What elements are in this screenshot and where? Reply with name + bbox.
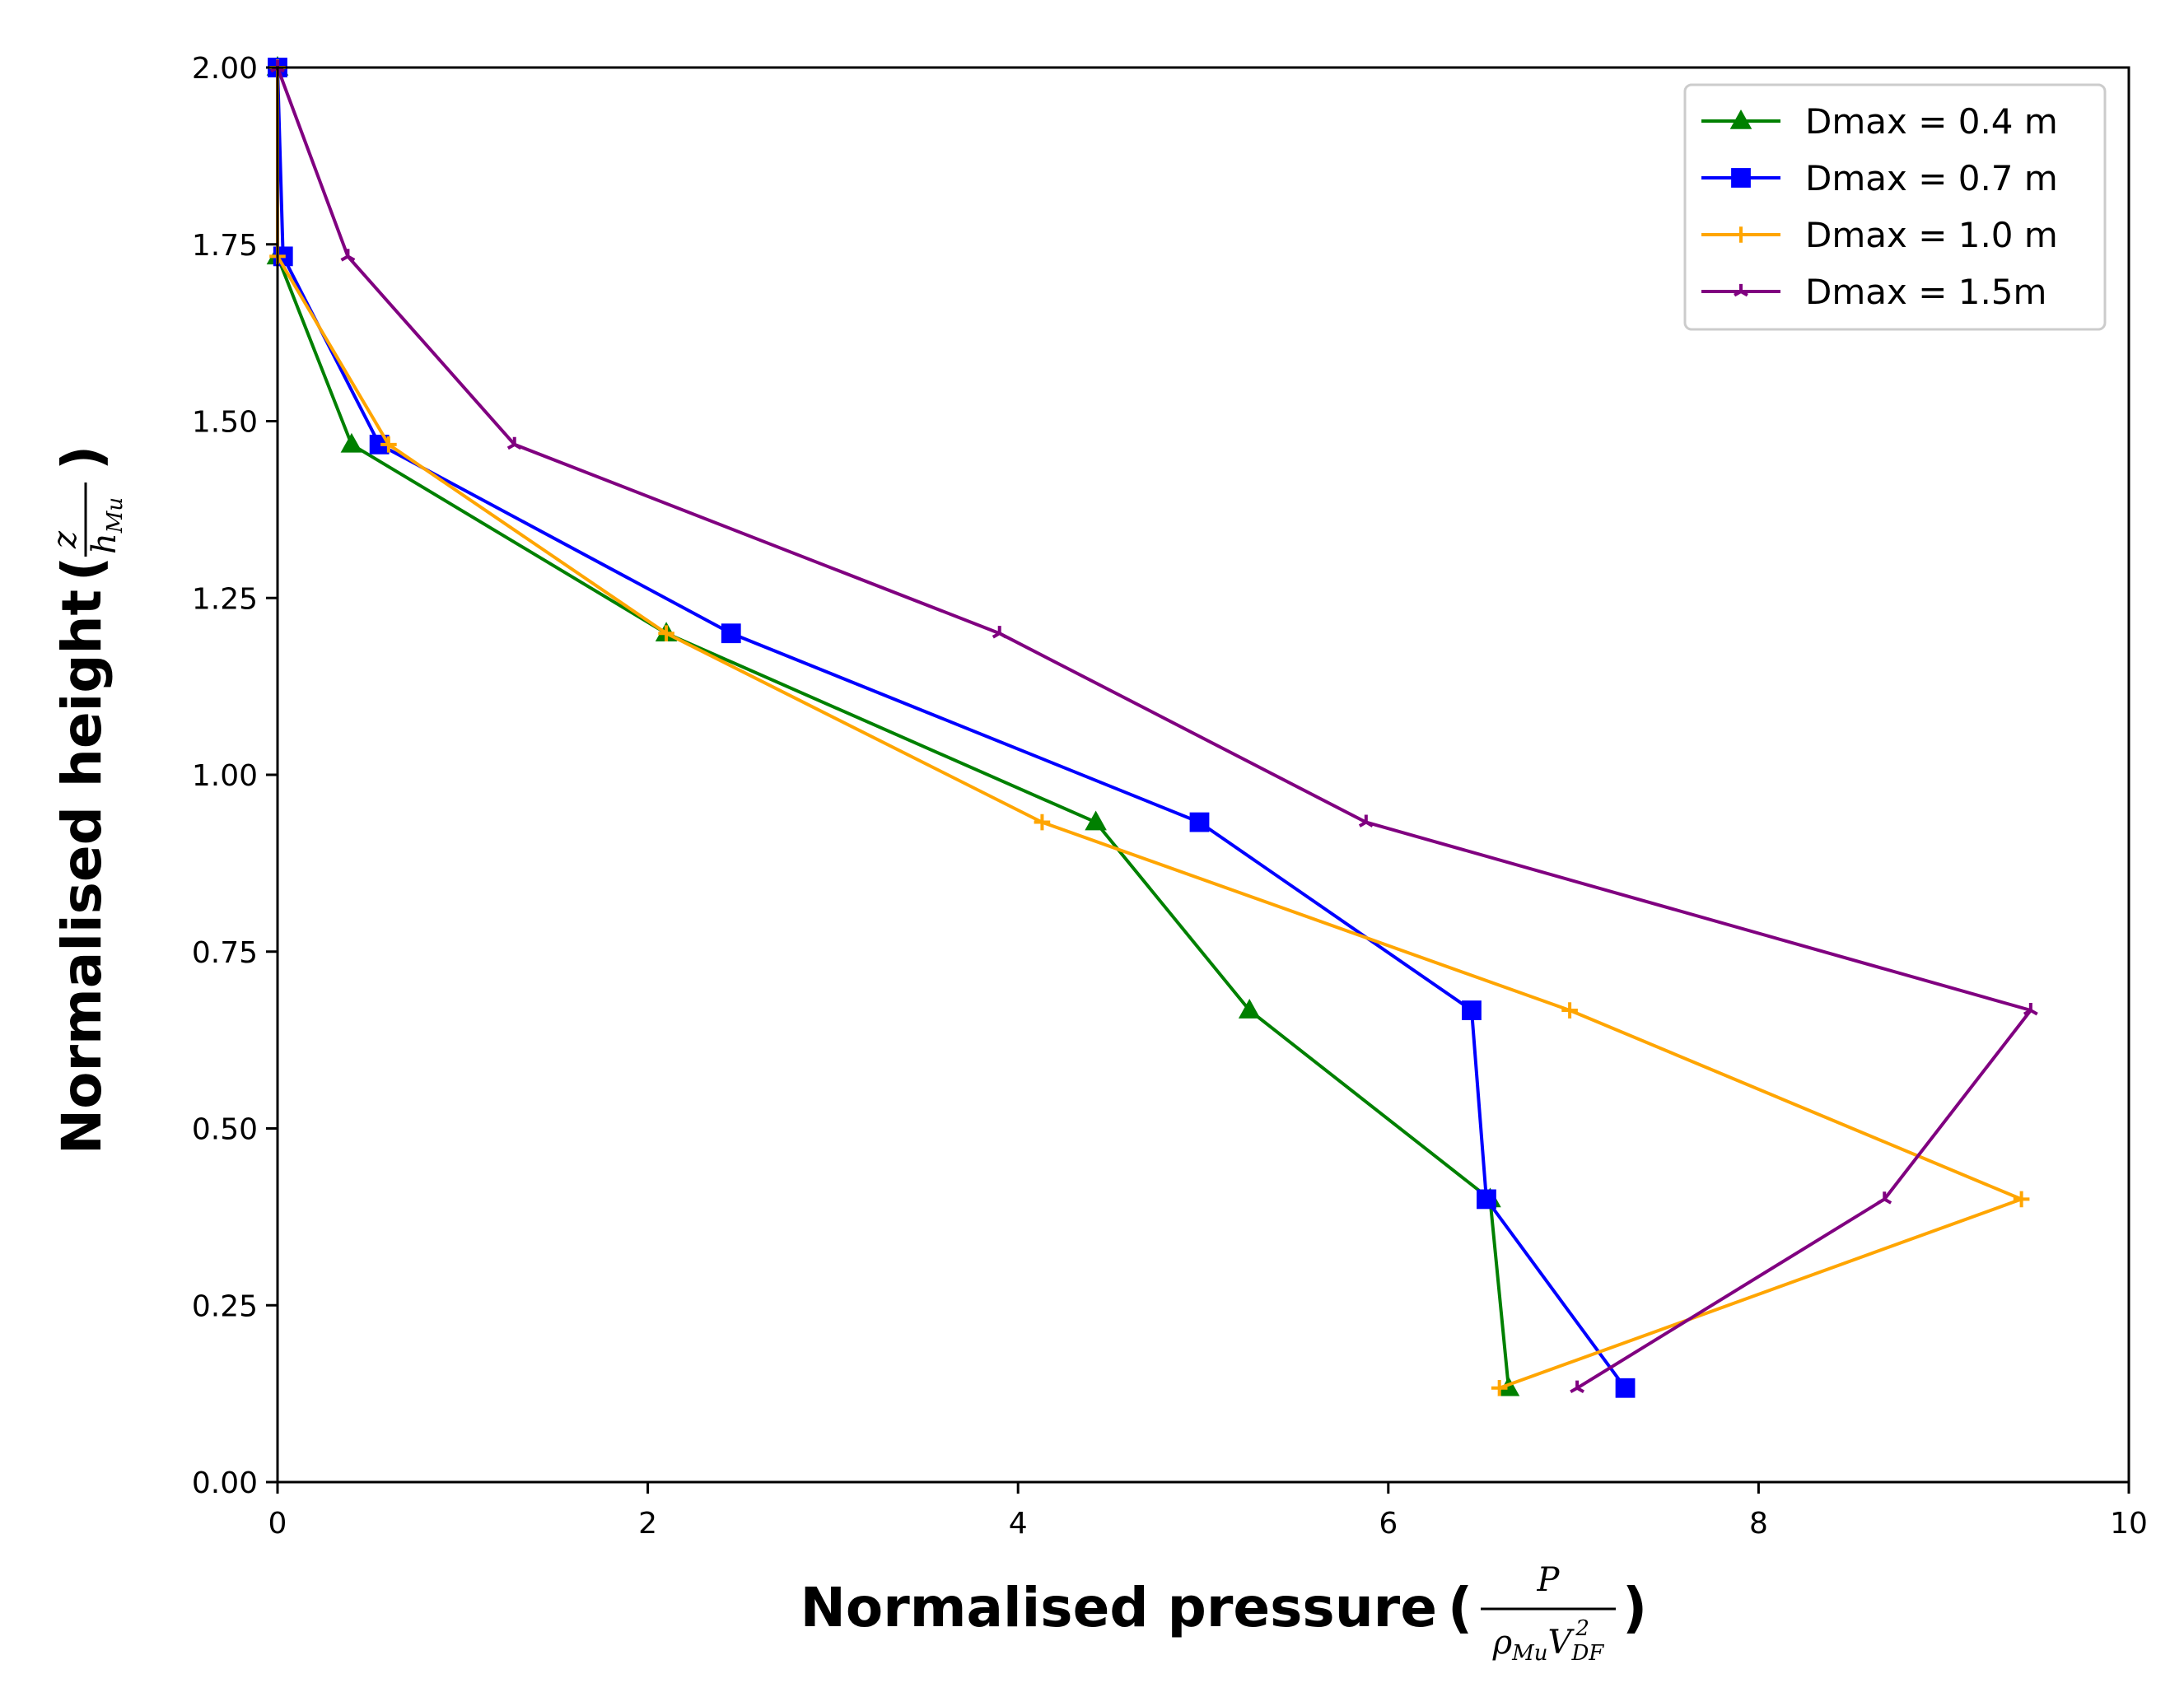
x-axis-fraction-numerator: P bbox=[1537, 1561, 1561, 1599]
y-axis-title: Normalised height ( z hMu ) bbox=[46, 445, 128, 1154]
ticks-layer: 0 2 4 6 8 10 0.00 0.25 0.50 0.75 1.00 1.25 1.50 1.75 2… bbox=[192, 52, 2148, 1541]
series-2 bbox=[268, 58, 1636, 1398]
data-point bbox=[1561, 1002, 1578, 1019]
data-point bbox=[1462, 1000, 1482, 1020]
data-point bbox=[340, 432, 363, 453]
data-point bbox=[380, 436, 397, 453]
y-tick-label: 1.50 bbox=[192, 406, 258, 440]
y-tick-label: 1.00 bbox=[192, 759, 258, 793]
data-point bbox=[1358, 814, 1374, 828]
x-tick-label: 4 bbox=[1009, 1507, 1028, 1541]
y-tick-label: 0.50 bbox=[192, 1113, 258, 1147]
x-tick-label: 0 bbox=[268, 1507, 287, 1541]
x-axis-fraction-denominator: ρMuVDF2 bbox=[1492, 1616, 1605, 1666]
series-line bbox=[276, 68, 2023, 1390]
x-axis-label-open-paren: ( bbox=[1448, 1576, 1472, 1639]
data-point bbox=[721, 623, 741, 644]
y-tick-label: 0.75 bbox=[192, 936, 258, 970]
data-point bbox=[1477, 1189, 1496, 1210]
data-point bbox=[2013, 1191, 2030, 1208]
legend-marker bbox=[1734, 283, 1748, 297]
legend-item: Dmax = 1.5m bbox=[1701, 272, 2046, 312]
data-point bbox=[658, 625, 674, 641]
legend-label: Dmax = 0.4 m bbox=[1805, 101, 2058, 142]
data-point bbox=[1491, 1379, 1508, 1396]
x-axis-title: Normalised pressure ( P ρMuVDF2 ) bbox=[800, 1561, 1648, 1666]
data-point bbox=[1189, 812, 1210, 832]
y-axis-label-open-paren: ( bbox=[50, 557, 114, 581]
y-tick-label: 2.00 bbox=[192, 52, 258, 86]
legend-marker bbox=[1733, 226, 1749, 243]
x-tick-label: 6 bbox=[1379, 1507, 1398, 1541]
series-line bbox=[276, 67, 2032, 1390]
series-layer bbox=[266, 56, 2038, 1398]
legend-label: Dmax = 1.5m bbox=[1805, 272, 2046, 312]
data-point bbox=[2023, 1002, 2038, 1016]
y-axis-label: Normalised height bbox=[50, 590, 114, 1154]
legend-marker bbox=[1731, 168, 1751, 188]
series-4 bbox=[270, 59, 2038, 1394]
x-axis-label-close-paren: ) bbox=[1622, 1576, 1647, 1639]
y-tick-label: 1.75 bbox=[192, 229, 258, 263]
data-point bbox=[506, 436, 522, 450]
legend: Dmax = 0.4 m Dmax = 0.7 m Dmax = 1.0 m Dmax… bbox=[1683, 83, 2107, 331]
y-axis-fraction-numerator: z bbox=[46, 530, 84, 549]
legend-item: Dmax = 0.7 m bbox=[1701, 158, 2058, 198]
data-point bbox=[340, 249, 356, 262]
data-point bbox=[992, 626, 1007, 639]
y-tick-label: 1.25 bbox=[192, 582, 258, 616]
data-point bbox=[1238, 999, 1261, 1019]
series-line bbox=[276, 68, 1510, 1388]
legend-item: Dmax = 0.4 m bbox=[1701, 101, 2058, 142]
x-tick-label: 2 bbox=[638, 1507, 657, 1541]
data-point bbox=[1570, 1380, 1585, 1394]
legend-marker bbox=[1729, 110, 1752, 129]
legend-item: Dmax = 1.0 m bbox=[1701, 215, 2058, 255]
legend-label: Dmax = 1.0 m bbox=[1805, 215, 2058, 255]
data-point bbox=[1877, 1191, 1892, 1205]
x-tick-label: 10 bbox=[2110, 1507, 2148, 1541]
data-point bbox=[1034, 814, 1051, 831]
y-tick-label: 0.25 bbox=[192, 1289, 258, 1323]
x-tick-label: 8 bbox=[1749, 1507, 1768, 1541]
x-axis-label: Normalised pressure bbox=[800, 1576, 1437, 1639]
data-point bbox=[1615, 1378, 1636, 1398]
legend-label: Dmax = 0.7 m bbox=[1805, 158, 2058, 198]
data-point bbox=[1085, 810, 1107, 831]
legend-box bbox=[1683, 83, 2107, 331]
y-axis-label-close-paren: ) bbox=[50, 445, 114, 470]
series-line bbox=[276, 67, 1627, 1389]
y-tick-label: 0.00 bbox=[192, 1466, 258, 1500]
